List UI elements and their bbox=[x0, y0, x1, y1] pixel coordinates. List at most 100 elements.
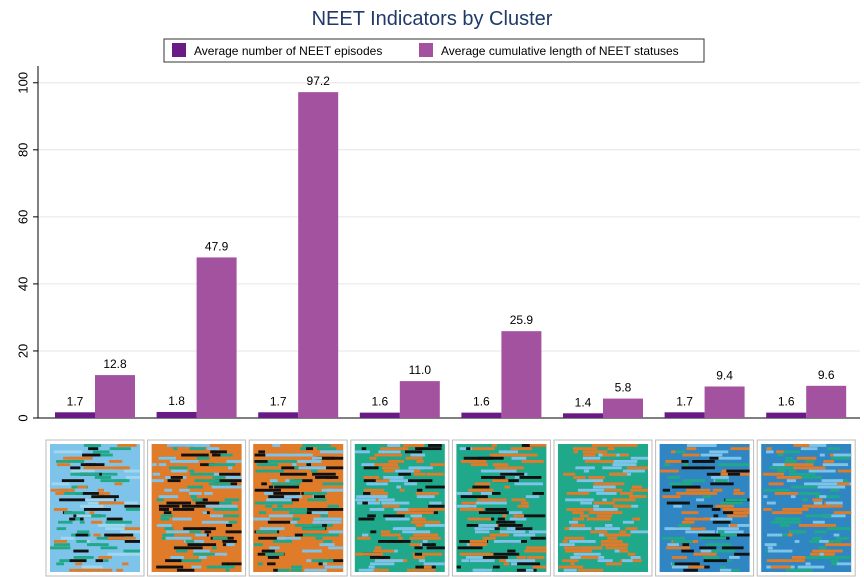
sequence-segment bbox=[798, 524, 824, 527]
sequence-segment bbox=[502, 514, 507, 518]
sequence-segment bbox=[261, 482, 267, 486]
sequence-segment bbox=[630, 488, 648, 492]
bar-length-5 bbox=[501, 331, 542, 418]
sequence-segment bbox=[196, 456, 210, 460]
sequence-segment bbox=[75, 562, 83, 566]
sequence-segment bbox=[213, 508, 239, 511]
sequence-segment bbox=[791, 556, 819, 559]
sequence-segment bbox=[70, 472, 100, 476]
sequence-segment bbox=[53, 508, 68, 511]
sequence-segment bbox=[170, 556, 185, 559]
sequence-segment bbox=[254, 460, 271, 463]
sequence-segment bbox=[281, 466, 305, 470]
sequence-segment bbox=[268, 495, 297, 499]
y-tick-label: 0 bbox=[16, 414, 31, 421]
sequence-segment bbox=[313, 517, 342, 521]
gridlines bbox=[38, 82, 860, 352]
sequence-segment bbox=[835, 536, 850, 540]
bar-length-7 bbox=[704, 386, 745, 418]
sequence-segment bbox=[91, 520, 103, 524]
sequence-segment bbox=[210, 552, 228, 556]
sequence-segment bbox=[514, 476, 520, 479]
sequence-segment bbox=[370, 530, 377, 534]
sequence-segment bbox=[670, 450, 686, 454]
sequence-segment bbox=[416, 488, 423, 492]
sequence-segment bbox=[428, 504, 445, 508]
sequence-segment bbox=[459, 447, 473, 451]
sequence-segment bbox=[466, 524, 479, 527]
sequence-segment bbox=[422, 540, 428, 543]
sequence-segment bbox=[125, 508, 140, 511]
sequence-segment bbox=[582, 450, 608, 454]
sequence-segment bbox=[175, 549, 188, 553]
sequence-segment bbox=[113, 479, 122, 483]
sequence-segment bbox=[166, 501, 191, 505]
sequence-segment bbox=[795, 472, 801, 476]
sequence-segment bbox=[373, 549, 395, 553]
sequence-segment bbox=[763, 495, 768, 499]
sequence-segment bbox=[622, 469, 646, 473]
sequence-segment bbox=[792, 476, 822, 479]
sequence-segment bbox=[259, 511, 266, 515]
sequence-segment bbox=[563, 472, 576, 476]
sequence-segment bbox=[509, 511, 523, 515]
sequence-segment bbox=[381, 533, 401, 537]
sequence-segment bbox=[457, 546, 483, 550]
sequence-segment bbox=[418, 559, 425, 563]
sequence-segment bbox=[361, 447, 367, 451]
sequence-segment bbox=[428, 444, 442, 447]
sequence-segment bbox=[60, 463, 71, 467]
sequence-segment bbox=[290, 568, 303, 572]
sequence-segment bbox=[824, 552, 835, 556]
sequence-segment bbox=[389, 479, 419, 483]
sequence-segment bbox=[532, 565, 547, 569]
sequence-segment bbox=[94, 476, 112, 479]
sequence-segment bbox=[367, 514, 376, 518]
sequence-segment bbox=[164, 488, 173, 492]
sequence-segment bbox=[423, 565, 432, 569]
sequence-segment bbox=[168, 466, 188, 470]
bar-episodes-1 bbox=[55, 412, 95, 418]
sequence-segment bbox=[408, 508, 428, 511]
sequence-segment bbox=[69, 559, 87, 563]
bar-length-3 bbox=[298, 92, 339, 419]
sequence-segment bbox=[53, 450, 83, 454]
sequence-segment bbox=[408, 479, 433, 483]
sequence-segment bbox=[481, 476, 504, 479]
sequence-segment bbox=[292, 463, 297, 467]
sequence-segment bbox=[686, 447, 697, 451]
sequence-segment bbox=[686, 488, 711, 492]
sequence-segment bbox=[272, 508, 294, 511]
sequence-segment bbox=[394, 469, 414, 473]
sequence-segment bbox=[587, 517, 610, 521]
sequence-segment bbox=[268, 514, 293, 518]
data-label: 25.9 bbox=[510, 313, 534, 327]
bar-episodes-2 bbox=[156, 411, 197, 418]
sequence-segment bbox=[664, 527, 691, 531]
sequence-segment bbox=[722, 508, 750, 511]
sequence-segment bbox=[374, 546, 382, 550]
sequence-segment bbox=[580, 501, 593, 505]
sequence-segment bbox=[472, 524, 498, 527]
sequence-segment bbox=[833, 511, 852, 515]
sequence-segment bbox=[699, 546, 717, 550]
sequence-segment bbox=[97, 568, 113, 572]
sequence-segment bbox=[368, 492, 389, 495]
sequence-segment bbox=[596, 492, 617, 495]
cluster-thumbnail-4 bbox=[350, 439, 450, 577]
sequence-segment bbox=[832, 527, 852, 531]
sequence-segment bbox=[285, 453, 313, 457]
sequence-segment bbox=[665, 460, 689, 463]
sequence-segment bbox=[709, 456, 719, 460]
sequence-segment bbox=[73, 556, 94, 559]
sequence-segment bbox=[226, 460, 242, 463]
sequence-segment bbox=[530, 536, 546, 540]
sequence-segment bbox=[398, 472, 411, 476]
sequence-segment bbox=[151, 479, 164, 483]
sequence-segment bbox=[475, 530, 490, 534]
sequence-segment bbox=[425, 485, 445, 489]
sequence-segment bbox=[188, 492, 202, 495]
sequence-segment bbox=[726, 469, 750, 473]
sequence-segment bbox=[721, 546, 744, 550]
sequence-segment bbox=[354, 450, 370, 454]
